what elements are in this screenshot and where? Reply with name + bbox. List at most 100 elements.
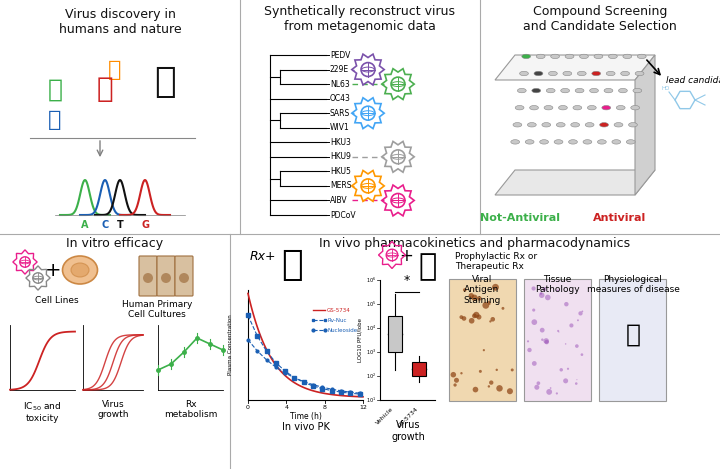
Ellipse shape: [526, 140, 534, 144]
Text: T: T: [117, 220, 123, 230]
Circle shape: [489, 380, 493, 385]
Ellipse shape: [534, 71, 543, 76]
Text: lead candidate: lead candidate: [666, 76, 720, 84]
Ellipse shape: [532, 88, 541, 93]
Ellipse shape: [618, 88, 627, 93]
Text: Virus
growth: Virus growth: [97, 400, 129, 419]
Ellipse shape: [536, 54, 545, 59]
Circle shape: [143, 273, 153, 283]
Polygon shape: [495, 170, 655, 195]
Text: HO: HO: [662, 86, 670, 91]
Ellipse shape: [577, 71, 586, 76]
Circle shape: [479, 370, 482, 373]
Text: NL63: NL63: [330, 80, 350, 89]
Ellipse shape: [583, 140, 592, 144]
Text: Not-Antiviral: Not-Antiviral: [480, 213, 560, 223]
Circle shape: [492, 284, 499, 291]
Text: SARS: SARS: [330, 109, 350, 118]
Text: Virus
growth: Virus growth: [391, 420, 425, 442]
Ellipse shape: [63, 256, 97, 284]
Circle shape: [563, 378, 568, 383]
Ellipse shape: [510, 140, 520, 144]
Circle shape: [489, 320, 492, 323]
Ellipse shape: [546, 88, 555, 93]
Circle shape: [179, 273, 189, 283]
Ellipse shape: [604, 88, 613, 93]
Text: $10^2$: $10^2$: [366, 371, 376, 381]
Circle shape: [527, 348, 531, 352]
Circle shape: [495, 369, 498, 371]
Text: 8: 8: [323, 405, 327, 410]
Circle shape: [541, 339, 544, 341]
FancyBboxPatch shape: [388, 316, 402, 352]
Ellipse shape: [575, 88, 584, 93]
Circle shape: [557, 289, 559, 292]
Circle shape: [488, 303, 490, 305]
FancyBboxPatch shape: [599, 279, 666, 401]
FancyBboxPatch shape: [412, 362, 426, 376]
Ellipse shape: [559, 106, 567, 110]
Circle shape: [469, 318, 474, 324]
Circle shape: [459, 315, 463, 319]
Text: 🔬: 🔬: [626, 323, 641, 347]
Ellipse shape: [549, 71, 557, 76]
Text: GS-5734: GS-5734: [327, 308, 351, 312]
Text: PDCoV: PDCoV: [330, 211, 356, 219]
Ellipse shape: [520, 71, 528, 76]
Text: +: +: [45, 260, 61, 280]
Text: Prophylactic Rx or
Therapeutic Rx: Prophylactic Rx or Therapeutic Rx: [455, 252, 537, 272]
FancyBboxPatch shape: [449, 279, 516, 401]
Text: +: +: [399, 247, 413, 265]
Text: Physiological
measures of disease: Physiological measures of disease: [587, 275, 680, 295]
Text: $10^6$: $10^6$: [366, 275, 376, 285]
Ellipse shape: [614, 122, 623, 127]
Circle shape: [472, 314, 477, 318]
Circle shape: [454, 383, 456, 386]
Circle shape: [570, 323, 574, 327]
Circle shape: [531, 287, 536, 291]
Circle shape: [532, 361, 536, 366]
Circle shape: [550, 387, 552, 389]
Ellipse shape: [516, 106, 524, 110]
Ellipse shape: [592, 71, 600, 76]
Ellipse shape: [551, 54, 559, 59]
Text: 🐁: 🐁: [419, 252, 437, 281]
Ellipse shape: [518, 88, 526, 93]
Circle shape: [472, 295, 477, 301]
Circle shape: [542, 287, 546, 291]
Ellipse shape: [71, 263, 89, 277]
Ellipse shape: [623, 54, 631, 59]
Text: OC43: OC43: [330, 94, 351, 103]
Ellipse shape: [565, 54, 574, 59]
Text: 4: 4: [284, 405, 288, 410]
Circle shape: [473, 312, 480, 318]
Circle shape: [507, 388, 513, 394]
Circle shape: [544, 340, 549, 344]
Text: In vivo PK: In vivo PK: [282, 422, 330, 432]
Circle shape: [463, 288, 467, 292]
Text: WIV1: WIV1: [330, 123, 350, 132]
Circle shape: [477, 296, 482, 301]
Text: Virus discovery in
humans and nature: Virus discovery in humans and nature: [59, 8, 181, 36]
Ellipse shape: [633, 88, 642, 93]
Text: $10^4$: $10^4$: [366, 323, 376, 333]
Circle shape: [487, 301, 490, 303]
Ellipse shape: [540, 140, 549, 144]
Circle shape: [531, 319, 537, 325]
Ellipse shape: [629, 122, 637, 127]
Ellipse shape: [606, 71, 615, 76]
Circle shape: [496, 385, 503, 392]
FancyBboxPatch shape: [175, 256, 193, 296]
Text: HKU5: HKU5: [330, 167, 351, 176]
Circle shape: [161, 273, 171, 283]
Ellipse shape: [608, 54, 617, 59]
Text: IC$_{50}$ and
toxicity: IC$_{50}$ and toxicity: [23, 400, 62, 423]
Ellipse shape: [561, 88, 570, 93]
Text: GS-5734: GS-5734: [397, 406, 419, 429]
Circle shape: [532, 309, 535, 311]
Text: MERS: MERS: [330, 182, 351, 190]
FancyBboxPatch shape: [157, 256, 175, 296]
Circle shape: [578, 311, 582, 316]
Ellipse shape: [542, 122, 551, 127]
Text: G: G: [141, 220, 149, 230]
